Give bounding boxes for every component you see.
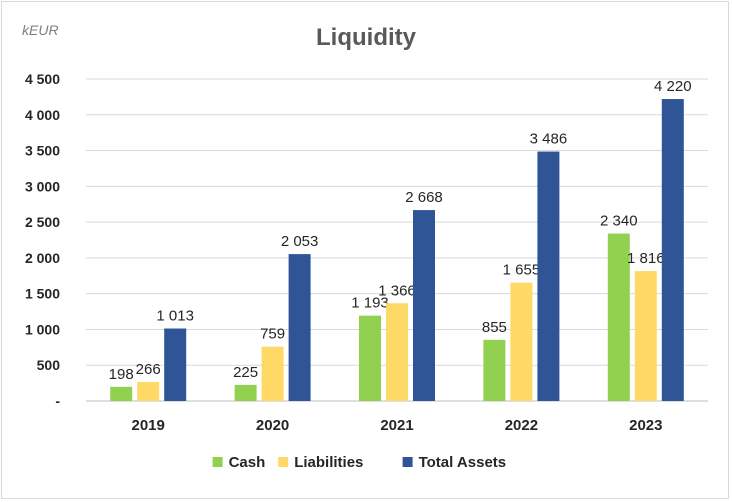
unit-label: kEUR [22, 22, 59, 38]
gridlines [86, 78, 708, 402]
data-label: 855 [482, 319, 507, 336]
legend-label: Cash [229, 454, 266, 471]
bar-cash [483, 339, 506, 401]
legend-swatch [212, 457, 223, 467]
data-label: 1 366 [378, 282, 416, 299]
y-tick-label: 2 000 [25, 250, 60, 266]
y-tick-label: 3 000 [25, 178, 60, 194]
bar-total-assets [164, 328, 187, 401]
data-label: 1 655 [503, 262, 541, 279]
x-tick-label: 2020 [256, 417, 289, 434]
bar-cash [607, 233, 630, 401]
data-label: 198 [109, 366, 134, 383]
data-label: 1 193 [351, 295, 389, 312]
legend-swatch [278, 457, 289, 467]
bar-liabilities [510, 282, 533, 401]
chart-title: Liquidity [316, 24, 417, 51]
y-tick-label: 3 500 [25, 143, 60, 159]
legend: Cash Liabilities Total Assets [212, 454, 507, 471]
data-label: 1 816 [627, 250, 665, 267]
data-label: 2 340 [600, 213, 638, 230]
y-tick-label: 4 000 [25, 107, 60, 123]
y-tick-label: 1 000 [25, 321, 60, 337]
x-axis: 2019 2020 2021 2022 2023 [132, 417, 663, 434]
data-label: 4 220 [654, 78, 692, 95]
y-axis: - 500 1 000 1 500 2 000 2 500 3 000 3 500 4 000 4… [25, 71, 60, 409]
data-label: 1 013 [156, 308, 194, 325]
bar-total-assets [413, 210, 435, 401]
x-tick-label: 2023 [629, 417, 662, 434]
x-tick-label: 2021 [380, 417, 413, 434]
bar-total-assets [288, 254, 311, 401]
bar-cash [234, 384, 257, 401]
bar-cash [110, 386, 133, 401]
legend-label: Liabilities [294, 454, 363, 471]
bar-liabilities [386, 303, 408, 401]
y-tick-label: 500 [37, 357, 61, 373]
legend-swatch [402, 457, 413, 467]
x-tick-label: 2022 [505, 417, 538, 434]
bar-total-assets [661, 99, 684, 401]
bar-liabilities [137, 381, 160, 401]
y-tick-label: 4 500 [25, 71, 60, 87]
data-label: 759 [260, 326, 285, 343]
legend-label: Total Assets [419, 454, 507, 471]
data-label: 2 053 [281, 233, 319, 250]
bar-liabilities [634, 271, 657, 401]
y-tick-label: 2 500 [25, 214, 60, 230]
bar-cash [359, 315, 381, 401]
x-tick-label: 2019 [132, 417, 165, 434]
y-tick-label: - [55, 393, 60, 409]
data-label: 225 [233, 364, 258, 381]
y-tick-label: 1 500 [25, 286, 60, 302]
data-label: 3 486 [530, 131, 568, 148]
data-label: 266 [136, 361, 161, 378]
bar-liabilities [261, 346, 284, 401]
data-label: 2 668 [405, 189, 443, 206]
bar-total-assets [537, 151, 560, 401]
